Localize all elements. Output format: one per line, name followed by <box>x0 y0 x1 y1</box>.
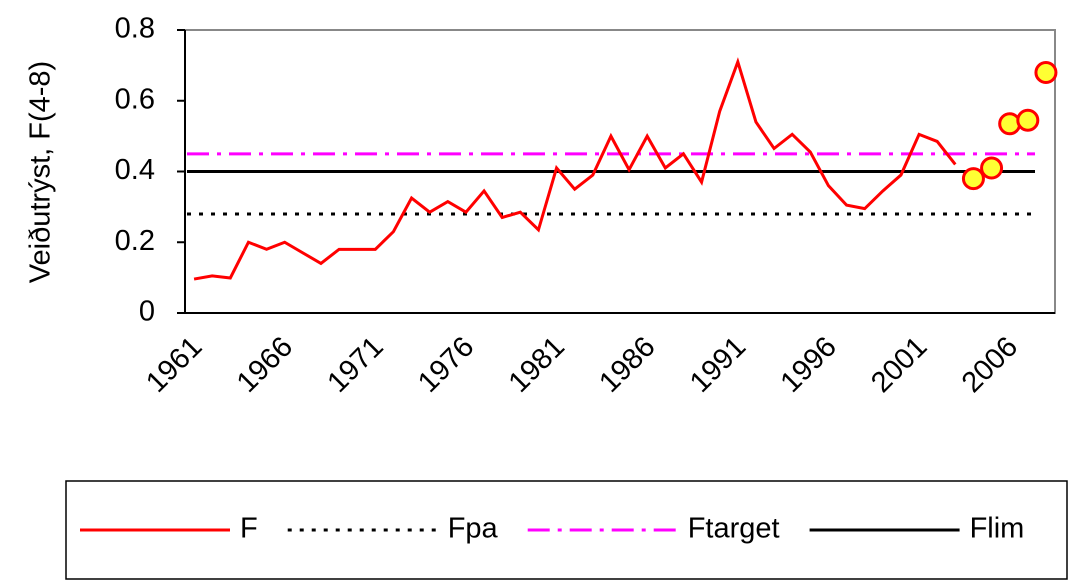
data-point <box>998 112 1022 136</box>
x-tick-label: 2006 <box>956 331 1024 399</box>
x-tick-label: 1966 <box>231 331 299 399</box>
data-point <box>1034 60 1058 84</box>
y-tick-label: 0.8 <box>115 13 155 45</box>
x-tick-label: 1981 <box>503 331 571 399</box>
data-point <box>980 156 1004 180</box>
x-tick-label: 1991 <box>684 331 752 399</box>
x-tick-label: 1971 <box>321 331 389 399</box>
x-tick-label: 1996 <box>775 331 843 399</box>
legend-label: Flim <box>970 513 1025 545</box>
legend-box <box>65 480 1068 580</box>
y-tick-label: 0 <box>139 296 155 328</box>
data-point <box>961 167 985 191</box>
y-tick-label: 0.4 <box>115 154 155 186</box>
legend-label: Fpa <box>448 513 499 545</box>
data-point <box>1016 108 1040 132</box>
x-tick-label: 2001 <box>865 331 933 399</box>
x-tick-label: 1976 <box>412 331 480 399</box>
y-tick-label: 0.6 <box>115 83 155 115</box>
data-line <box>193 57 957 281</box>
x-tick-label: 1961 <box>140 331 208 399</box>
legend-label: Ftarget <box>688 513 780 545</box>
y-tick-label: 0.2 <box>115 225 155 257</box>
x-tick-label: 1986 <box>593 331 661 399</box>
y-axis-label: Veiðutrýst, F(4-8) <box>25 61 57 283</box>
legend-label: F <box>240 513 258 545</box>
